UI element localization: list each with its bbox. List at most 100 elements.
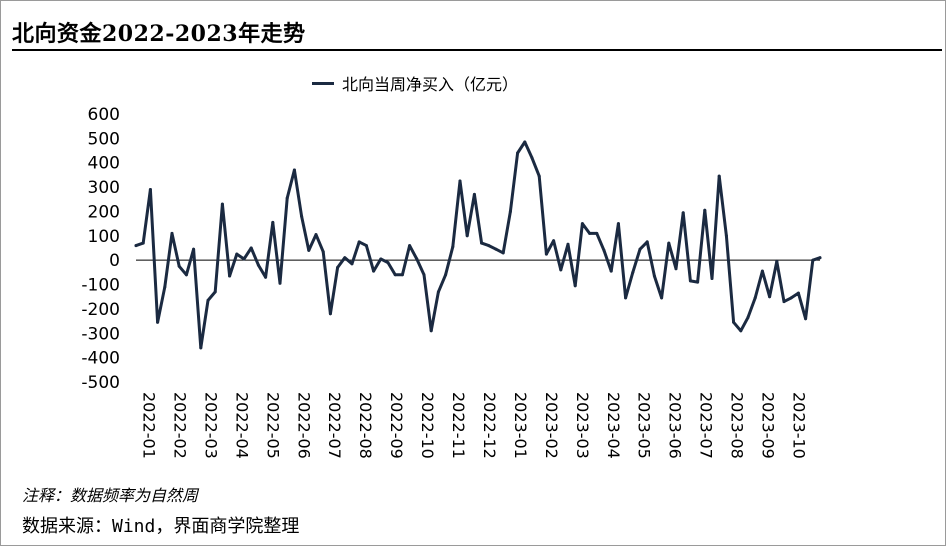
data-point bbox=[480, 241, 484, 245]
x-tick-label: 2022-08 bbox=[356, 392, 375, 459]
data-point bbox=[573, 284, 577, 288]
data-point bbox=[804, 317, 808, 321]
data-point bbox=[602, 248, 606, 252]
data-point bbox=[379, 257, 383, 261]
data-point bbox=[566, 242, 570, 246]
x-tick-label: 2023-02 bbox=[542, 392, 561, 459]
data-point bbox=[141, 241, 145, 245]
data-point bbox=[213, 290, 217, 294]
data-point bbox=[372, 269, 376, 273]
x-tick-label: 2023-06 bbox=[666, 392, 685, 459]
data-point bbox=[278, 281, 282, 285]
data-point bbox=[206, 298, 210, 302]
data-point bbox=[292, 168, 296, 172]
x-tick-label: 2023-09 bbox=[759, 392, 778, 459]
x-tick-label: 2022-11 bbox=[449, 392, 468, 459]
data-point bbox=[789, 296, 793, 300]
data-point bbox=[444, 273, 448, 277]
x-tick-label: 2022-03 bbox=[201, 392, 220, 459]
data-point bbox=[588, 231, 592, 235]
data-point bbox=[696, 280, 700, 284]
data-point bbox=[674, 267, 678, 271]
data-point bbox=[660, 296, 664, 300]
data-point bbox=[559, 268, 563, 272]
data-point bbox=[386, 261, 390, 265]
data-point bbox=[256, 263, 260, 267]
footnote: 注释：数据频率为自然周 bbox=[22, 486, 199, 505]
data-point bbox=[336, 266, 340, 269]
data-point bbox=[148, 188, 152, 191]
x-tick-label: 2023-01 bbox=[511, 392, 530, 459]
y-tick-label: -200 bbox=[81, 300, 120, 320]
data-point bbox=[300, 214, 304, 218]
title-divider bbox=[12, 49, 942, 51]
data-point bbox=[681, 211, 685, 215]
data-point bbox=[314, 233, 318, 237]
x-tick-label: 2023-04 bbox=[604, 392, 623, 459]
data-point bbox=[170, 231, 174, 235]
data-point bbox=[422, 273, 426, 277]
data-point bbox=[264, 275, 268, 279]
data-point bbox=[501, 251, 505, 255]
data-point bbox=[703, 208, 707, 212]
data-point bbox=[271, 220, 275, 224]
data-point bbox=[494, 247, 498, 251]
data-point bbox=[645, 240, 649, 244]
y-tick-label: 0 bbox=[109, 251, 120, 271]
data-point bbox=[350, 262, 354, 266]
x-tick-label: 2022-12 bbox=[480, 392, 499, 459]
data-point bbox=[163, 285, 167, 289]
data-point bbox=[472, 192, 476, 196]
data-point bbox=[552, 239, 556, 243]
x-tick-label: 2023-10 bbox=[789, 392, 808, 459]
data-point bbox=[134, 244, 138, 248]
series-line-northbound-net-buy bbox=[134, 140, 822, 350]
x-tick-label: 2023-08 bbox=[728, 392, 747, 459]
data-point bbox=[688, 279, 692, 283]
data-point bbox=[199, 346, 203, 350]
x-tick-label: 2022-05 bbox=[263, 392, 282, 459]
data-point bbox=[537, 174, 541, 178]
y-tick-label: 100 bbox=[88, 227, 120, 247]
x-tick-label: 2022-10 bbox=[418, 392, 437, 459]
data-point bbox=[235, 252, 239, 256]
data-point bbox=[811, 258, 815, 262]
data-point bbox=[631, 270, 635, 274]
data-point bbox=[400, 273, 404, 277]
data-point bbox=[667, 241, 671, 245]
data-point bbox=[544, 252, 548, 256]
x-tick-label: 2022-09 bbox=[387, 392, 406, 459]
data-point bbox=[220, 202, 224, 206]
y-tick-label: 300 bbox=[88, 178, 120, 198]
data-point bbox=[580, 222, 584, 226]
data-point bbox=[451, 245, 455, 249]
x-tick-label: 2022-01 bbox=[140, 392, 159, 459]
data-point bbox=[616, 222, 620, 226]
chart-title: 北向资金2022-2023年走势 bbox=[12, 21, 306, 47]
data-point bbox=[364, 244, 368, 248]
data-point bbox=[732, 320, 736, 324]
y-tick-label: -300 bbox=[81, 324, 120, 344]
data-point bbox=[242, 257, 246, 261]
y-tick-label: 600 bbox=[88, 105, 120, 125]
legend-label: 北向当周净买入（亿元） bbox=[342, 75, 519, 94]
data-point bbox=[429, 329, 433, 333]
x-tick-label: 2023-07 bbox=[697, 392, 716, 459]
data-point bbox=[638, 247, 642, 251]
y-tick-label: -500 bbox=[81, 373, 120, 393]
x-tick-label: 2022-02 bbox=[170, 392, 189, 459]
data-point bbox=[516, 151, 520, 155]
data-point bbox=[724, 234, 728, 238]
data-point bbox=[321, 250, 325, 254]
y-tick-label: -400 bbox=[81, 349, 120, 369]
data-point bbox=[357, 240, 361, 244]
data-point bbox=[746, 315, 750, 319]
data-point bbox=[739, 329, 743, 333]
data-point bbox=[530, 156, 534, 160]
data-point bbox=[609, 269, 613, 273]
data-point bbox=[508, 210, 512, 213]
data-point bbox=[465, 234, 469, 238]
data-point bbox=[408, 244, 412, 248]
data-point bbox=[343, 256, 347, 260]
